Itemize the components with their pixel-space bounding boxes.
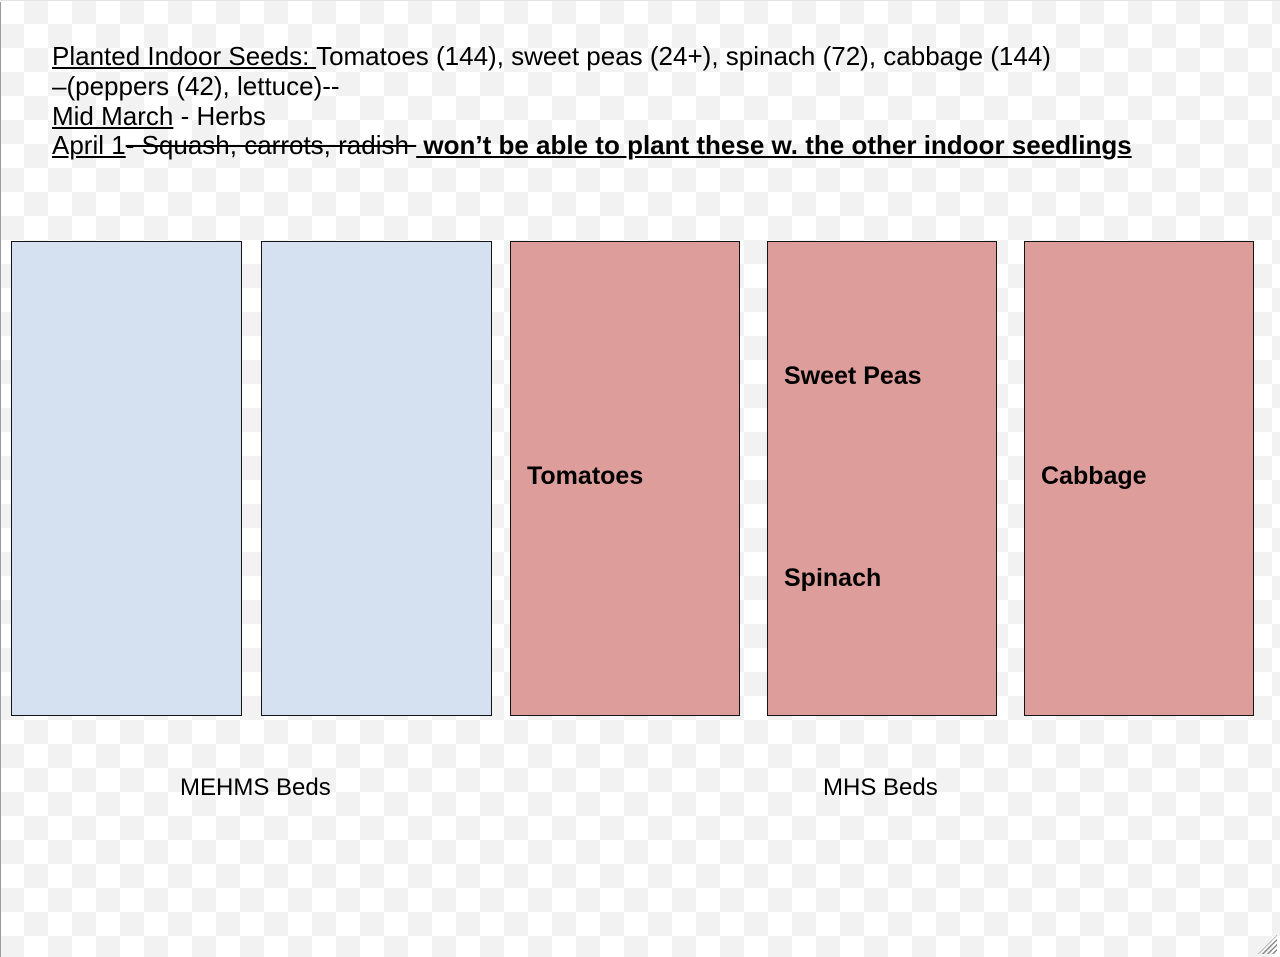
peppers-lettuce-note: –(peppers (42), lettuce)-- bbox=[52, 70, 340, 101]
mid-march-heading: Mid March bbox=[52, 100, 174, 131]
mhs-bed-cabbage[interactable]: Cabbage bbox=[1024, 241, 1254, 716]
canvas-top-edge bbox=[0, 0, 1280, 1]
cabbage-label: Cabbage bbox=[1041, 462, 1147, 490]
notes-line-4: April 1- Squash, carrots, radish won’t b… bbox=[52, 130, 1132, 161]
notes-line-1: Planted Indoor Seeds: Tomatoes (144), sw… bbox=[52, 41, 1132, 72]
mehms-beds-caption: MEHMS Beds bbox=[180, 774, 331, 801]
canvas-left-edge bbox=[0, 2, 1, 957]
mehms-bed-2[interactable] bbox=[261, 241, 492, 716]
planted-indoor-seeds-list: Tomatoes (144), sweet peas (24+), spinac… bbox=[316, 41, 1051, 71]
mehms-bed-1[interactable] bbox=[11, 241, 242, 716]
april-1-struck-items: - Squash, carrots, radish bbox=[125, 130, 417, 161]
resize-grip-icon[interactable] bbox=[1258, 935, 1277, 954]
notes-line-2: –(peppers (42), lettuce)-- bbox=[52, 70, 1132, 102]
planted-indoor-seeds-heading: Planted Indoor Seeds: bbox=[52, 41, 317, 71]
mhs-bed-tomatoes[interactable]: Tomatoes bbox=[510, 241, 740, 716]
april-1-heading: April 1 bbox=[52, 130, 126, 161]
notes-line-3: Mid March - Herbs bbox=[52, 100, 1132, 132]
april-1-warning: won’t be able to plant these w. the othe… bbox=[416, 130, 1132, 161]
spinach-label: Spinach bbox=[784, 564, 882, 592]
tomatoes-label: Tomatoes bbox=[527, 462, 644, 490]
mhs-beds-caption: MHS Beds bbox=[823, 774, 938, 801]
mhs-bed-sweetpeas-spinach[interactable]: Sweet Peas Spinach bbox=[767, 241, 997, 716]
mid-march-items: - Herbs bbox=[173, 100, 266, 131]
planting-notes-text[interactable]: Planted Indoor Seeds: Tomatoes (144), sw… bbox=[52, 41, 1132, 161]
sweet-peas-label: Sweet Peas bbox=[784, 362, 922, 390]
